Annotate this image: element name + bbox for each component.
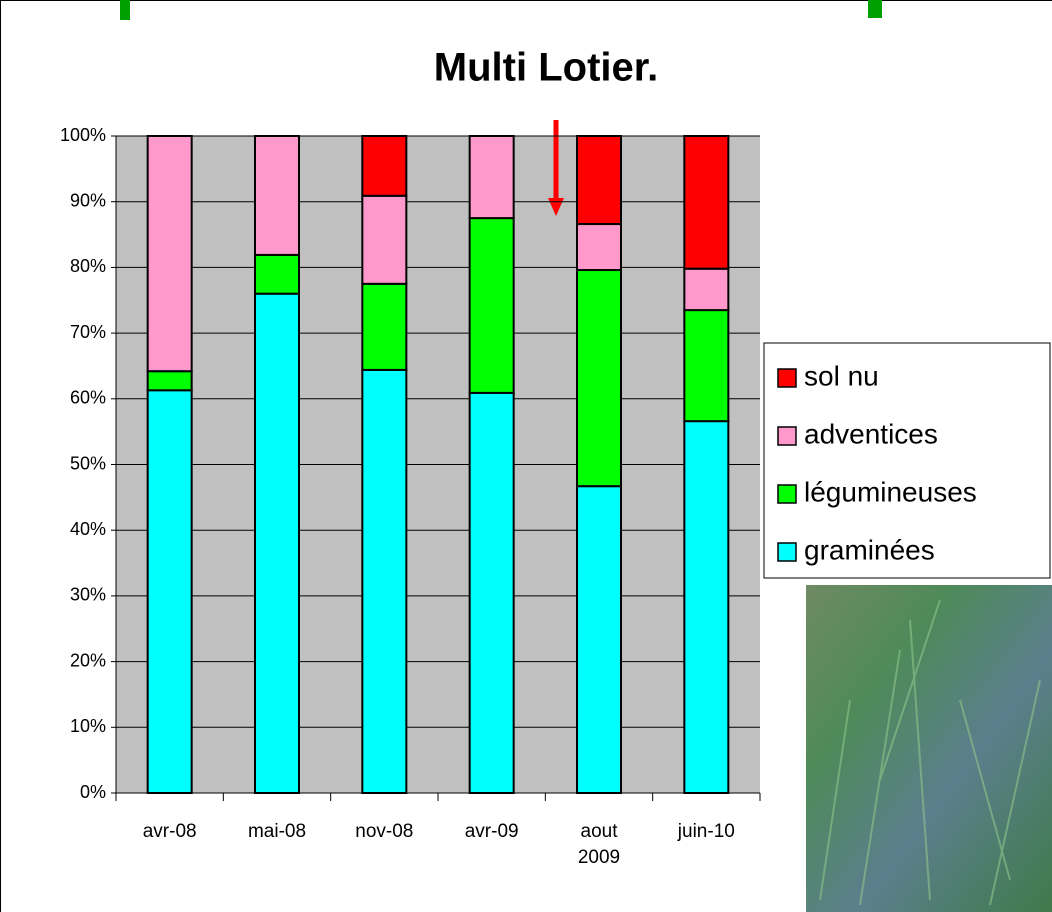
legend-label: légumineuses <box>804 476 977 507</box>
y-tick-label: 40% <box>70 519 106 539</box>
y-tick-label: 10% <box>70 716 106 736</box>
y-tick-label: 70% <box>70 322 106 342</box>
bar-segment <box>683 309 730 423</box>
bar-segment <box>468 391 515 794</box>
legend-label: sol nu <box>804 360 879 391</box>
bar-segment <box>146 135 193 373</box>
bar-segment <box>683 267 730 312</box>
x-tick-label: juin-10 <box>677 821 735 842</box>
bar-segment <box>146 389 193 794</box>
legend-swatch <box>777 542 797 562</box>
bar-segment <box>361 368 408 794</box>
deco-bar <box>120 0 130 20</box>
deco-bar <box>868 0 882 18</box>
bar-segment <box>361 135 408 197</box>
chart-title: Multi Lotier. <box>434 46 658 90</box>
y-tick-label: 80% <box>70 256 106 276</box>
bar-segment <box>254 292 300 794</box>
bar-segment <box>683 135 730 270</box>
photo-texture <box>819 599 1041 906</box>
legend <box>763 342 1051 579</box>
bar-segment <box>468 217 515 394</box>
y-tick-label: 30% <box>70 585 106 605</box>
x-tick-label: avr-08 <box>142 821 197 842</box>
x-tick-label: aout 2009 <box>577 821 621 868</box>
x-tick-label: mai-08 <box>247 821 307 842</box>
legend-swatch <box>777 484 797 504</box>
bar-segment <box>146 370 193 392</box>
bar-segment <box>576 135 622 226</box>
x-tick-label: avr-09 <box>464 821 519 842</box>
arrow <box>548 120 564 216</box>
bar-segment <box>468 135 515 220</box>
y-tick-label: 20% <box>70 650 106 670</box>
y-tick-label: 50% <box>70 453 106 473</box>
x-tick-label: nov-08 <box>355 821 414 842</box>
bar-segment <box>361 194 408 285</box>
bar-segment <box>683 420 730 794</box>
bar-segment <box>576 223 622 272</box>
bar-segment <box>254 253 300 295</box>
y-tick-label: 60% <box>70 388 106 408</box>
legend-swatch <box>777 368 797 388</box>
bar-segment <box>361 282 408 371</box>
legend-label: adventices <box>804 418 938 449</box>
photo <box>806 585 1052 912</box>
legend-label: graminées <box>804 534 935 565</box>
bar-segment <box>254 135 300 256</box>
bar-segment <box>576 485 622 794</box>
legend-swatch <box>777 426 797 446</box>
y-tick-label: 90% <box>70 190 106 210</box>
y-tick-label: 0% <box>80 782 106 802</box>
bar-segment <box>576 269 622 488</box>
y-tick-label: 100% <box>60 125 106 145</box>
